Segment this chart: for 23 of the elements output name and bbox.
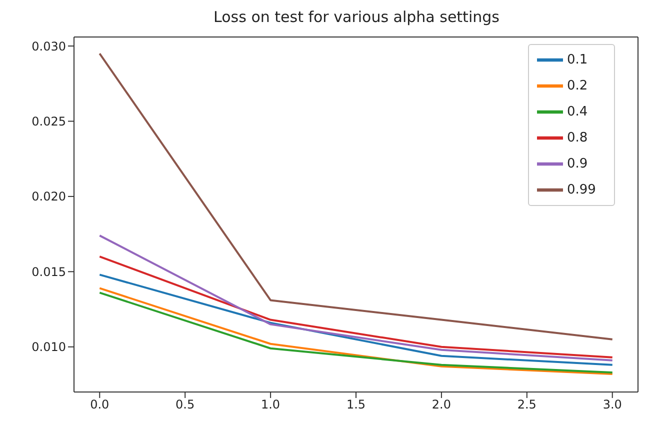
x-tick-label: 2.5 [517, 398, 536, 412]
x-tick-label: 2.0 [432, 398, 451, 412]
line-series [98, 52, 614, 340]
y-tick-label: 0.020 [32, 190, 66, 204]
x-tick-label: 3.0 [602, 398, 622, 412]
legend-label: 0.8 [567, 130, 588, 146]
line-series [98, 256, 614, 358]
legend-label: 0.9 [567, 156, 588, 172]
legend-label: 0.4 [567, 104, 588, 120]
x-tick-label: 0.5 [176, 398, 195, 412]
x-tick-label: 1.0 [261, 398, 280, 412]
line-series [98, 274, 614, 366]
x-tick-label: 1.5 [346, 398, 366, 412]
line-series [98, 234, 614, 362]
legend-label: 0.99 [567, 182, 596, 198]
legend-label: 0.2 [567, 78, 588, 94]
y-tick-label: 0.010 [32, 340, 66, 354]
y-tick-label: 0.030 [32, 39, 66, 54]
y-tick-label: 0.025 [32, 114, 66, 128]
x-tick-label: 0.0 [90, 398, 110, 412]
legend-label: 0.1 [567, 52, 588, 68]
y-tick-label: 0.015 [32, 264, 66, 279]
chart-title: Loss on test for various alpha settings [212, 8, 500, 28]
